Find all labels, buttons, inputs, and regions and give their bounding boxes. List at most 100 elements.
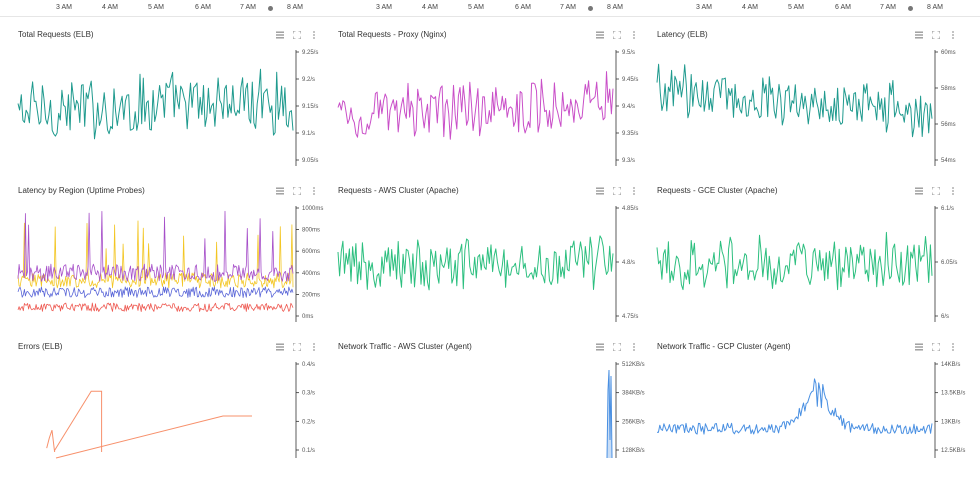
more-options-icon[interactable] — [310, 343, 318, 351]
series-line — [656, 231, 933, 291]
y-tick-label: 256KB/s — [622, 419, 645, 425]
legend-toggle-icon[interactable] — [915, 343, 923, 351]
y-tick-label: 9.3/s — [622, 158, 635, 164]
y-tick-label: 4.8/s — [622, 260, 635, 266]
y-tick-label: 58ms — [941, 86, 956, 92]
line-chart: 6.1/s 6.05/s 6/s — [656, 206, 957, 322]
time-tick-label: 6 AM — [515, 4, 531, 11]
more-options-icon[interactable] — [310, 187, 318, 195]
y-tick-label: 12.5KB/s — [941, 448, 965, 454]
chart-panel: Latency by Region (Uptime Probes) 1000ms 8… — [17, 174, 326, 324]
legend-toggle-icon[interactable] — [276, 343, 284, 351]
y-tick-label: 9.45/s — [622, 77, 638, 83]
series-line — [17, 210, 294, 282]
chart-panel: Total Requests - Proxy (Nginx) 9.5/s 9.45/… — [337, 18, 646, 168]
time-tick-label: 6 AM — [835, 4, 851, 11]
panel-title: Latency by Region (Uptime Probes) — [18, 186, 145, 195]
time-tick-label: 8 AM — [607, 4, 623, 11]
panel-toolbar — [276, 342, 318, 352]
series-line — [337, 235, 614, 291]
y-tick-label: 4.85/s — [622, 206, 638, 212]
y-tick-label: 6/s — [941, 314, 949, 320]
more-options-icon[interactable] — [949, 187, 957, 195]
time-tick-label: 4 AM — [422, 4, 438, 11]
more-options-icon[interactable] — [310, 31, 318, 39]
y-tick-label: 4.75/s — [622, 314, 638, 320]
legend-toggle-icon[interactable] — [276, 31, 284, 39]
line-chart: 512KB/s 384KB/s 256KB/s 128KB/s — [606, 362, 645, 459]
series-line — [337, 71, 614, 140]
y-tick-label: 9.1/s — [302, 131, 315, 137]
panel-toolbar — [915, 30, 957, 40]
time-tick-label: 3 AM — [696, 4, 712, 11]
time-tick-label: 5 AM — [788, 4, 804, 11]
time-axis-bar: 3 AM 4 AM 5 AM 6 AM 7 AM 8 AM 3 AM 4 AM 5 AM 6 AM… — [0, 0, 980, 17]
y-tick-label: 0.3/s — [302, 391, 315, 397]
y-tick-label: 9.15/s — [302, 104, 318, 110]
time-tick-label: 5 AM — [468, 4, 484, 11]
current-time-dot — [588, 6, 593, 11]
panel-toolbar — [915, 186, 957, 196]
line-chart: 60ms 58ms 56ms 54ms — [656, 50, 956, 166]
legend-toggle-icon[interactable] — [596, 343, 604, 351]
y-tick-label: 1000ms — [302, 206, 323, 212]
more-options-icon[interactable] — [630, 31, 638, 39]
series-line — [656, 378, 933, 435]
series-line — [17, 302, 294, 312]
legend-toggle-icon[interactable] — [915, 187, 923, 195]
legend-toggle-icon[interactable] — [596, 187, 604, 195]
y-tick-label: 13.5KB/s — [941, 391, 965, 397]
panel-title: Total Requests (ELB) — [18, 30, 94, 39]
y-tick-label: 6.05/s — [941, 260, 957, 266]
more-options-icon[interactable] — [630, 343, 638, 351]
y-tick-label: 9.05/s — [302, 158, 318, 164]
y-tick-label: 600ms — [302, 249, 320, 255]
panel-toolbar — [276, 30, 318, 40]
line-chart: 14KB/s 13.5KB/s 13KB/s 12.5KB/s — [656, 362, 965, 458]
y-tick-label: 14KB/s — [941, 362, 960, 368]
legend-toggle-icon[interactable] — [276, 187, 284, 195]
y-tick-label: 9.2/s — [302, 77, 315, 83]
y-tick-label: 56ms — [941, 122, 956, 128]
y-tick-label: 60ms — [941, 50, 956, 56]
panel-title: Total Requests - Proxy (Nginx) — [338, 30, 447, 39]
time-tick-label: 7 AM — [560, 4, 576, 11]
time-tick-label: 6 AM — [195, 4, 211, 11]
panel-title: Requests - GCE Cluster (Apache) — [657, 186, 778, 195]
line-chart: 1000ms 800ms 600ms 400ms 200ms 0ms — [17, 206, 323, 322]
more-options-icon[interactable] — [630, 187, 638, 195]
line-chart: 4.85/s 4.8/s 4.75/s — [337, 206, 638, 322]
series-line — [46, 390, 103, 453]
y-tick-label: 0.4/s — [302, 362, 315, 368]
y-tick-label: 0.2/s — [302, 419, 315, 425]
legend-toggle-icon[interactable] — [915, 31, 923, 39]
y-tick-label: 0ms — [302, 314, 313, 320]
time-tick-label: 3 AM — [56, 4, 72, 11]
current-time-dot — [268, 6, 273, 11]
chart-panel: Network Traffic - GCP Cluster (Agent) 14K… — [656, 330, 965, 480]
y-tick-label: 9.35/s — [622, 131, 638, 137]
time-tick-label: 5 AM — [148, 4, 164, 11]
y-tick-label: 800ms — [302, 228, 320, 234]
time-tick-label: 7 AM — [240, 4, 256, 11]
series-line — [606, 369, 613, 459]
more-options-icon[interactable] — [949, 31, 957, 39]
line-chart: 0.4/s 0.3/s 0.2/s 0.1/s — [46, 362, 315, 459]
panel-title: Network Traffic - GCP Cluster (Agent) — [657, 342, 791, 351]
chart-panel: Network Traffic - AWS Cluster (Agent) 512… — [338, 330, 646, 480]
series-line — [656, 63, 933, 138]
more-options-icon[interactable] — [949, 343, 957, 351]
chart-panel: Latency (ELB) 60ms 58ms 56ms 54ms — [656, 18, 965, 168]
line-chart: 9.5/s 9.45/s 9.4/s 9.35/s 9.3/s — [337, 50, 638, 166]
chart-panel: Total Requests (ELB) 9.25/s 9.2/s 9.15/s 9.1… — [17, 18, 326, 168]
chart-panel: Errors (ELB) 0.4/s 0.3/s 0.2/s 0.1/s — [18, 330, 326, 480]
panel-toolbar — [596, 30, 638, 40]
series-line — [55, 415, 252, 459]
time-tick-label: 7 AM — [880, 4, 896, 11]
legend-toggle-icon[interactable] — [596, 31, 604, 39]
time-tick-label: 4 AM — [102, 4, 118, 11]
y-tick-label: 0.1/s — [302, 448, 315, 454]
panel-title: Errors (ELB) — [18, 342, 63, 351]
series-line — [17, 286, 294, 298]
panel-toolbar — [276, 186, 318, 196]
